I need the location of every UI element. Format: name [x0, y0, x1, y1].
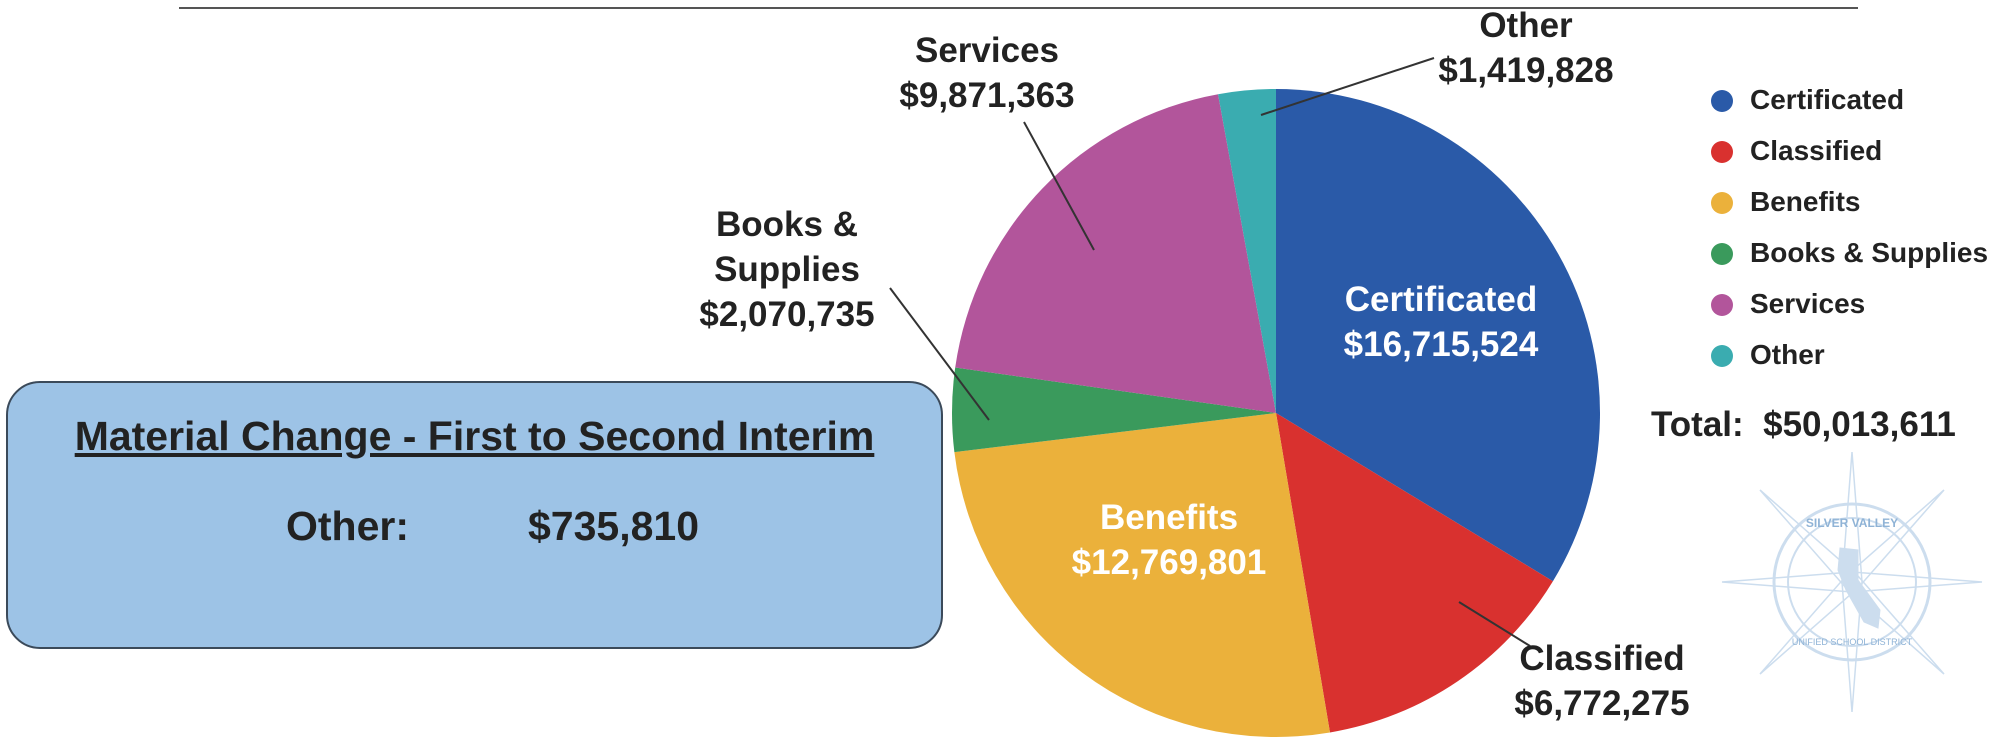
- callout-label: Other:: [286, 503, 409, 549]
- slice-value: $1,419,828: [1438, 51, 1614, 90]
- slice-name: Books & Supplies: [714, 205, 860, 289]
- slice-label: Classified $6,772,275: [1452, 636, 1752, 726]
- legend-label: Other: [1750, 339, 1825, 370]
- pie-slice: [952, 367, 1276, 453]
- legend-label: Services: [1750, 288, 1866, 319]
- slice-name: Certificated: [1344, 280, 1538, 319]
- slice-label: Services $9,871,363: [837, 28, 1137, 118]
- leader-line: [889, 287, 990, 421]
- slice-value: $16,715,524: [1343, 325, 1539, 364]
- legend-swatch: [1711, 243, 1733, 265]
- leader-line: [1260, 57, 1435, 116]
- slice-value: $9,871,363: [899, 76, 1075, 115]
- slice-label: Benefits $12,769,801: [1019, 495, 1319, 585]
- slice-name: Other: [1479, 6, 1573, 45]
- total-label: Total:: [1651, 405, 1744, 444]
- logo-text: UNIFIED SCHOOL DISTRICT: [1792, 637, 1913, 647]
- callout-box: Material Change - First to Second Interi…: [6, 381, 943, 649]
- slice-value: $12,769,801: [1071, 543, 1267, 582]
- legend-label: Certificated: [1750, 84, 1905, 115]
- legend-swatch: [1711, 294, 1733, 316]
- slice-value: $2,070,735: [699, 295, 875, 334]
- pie-slice: [955, 94, 1276, 413]
- callout-value: $735,810: [528, 503, 700, 549]
- pie-slice: [954, 413, 1330, 738]
- leader-line: [1023, 121, 1095, 251]
- pie-slice: [1276, 413, 1553, 733]
- slice-name: Services: [914, 31, 1060, 70]
- legend-label: Classified: [1750, 135, 1883, 166]
- slice-name: Benefits: [1099, 498, 1239, 537]
- callout-title: Material Change - First to Second Interi…: [74, 413, 875, 459]
- slice-label: Books & Supplies $2,070,735: [682, 202, 892, 337]
- legend-swatch: [1711, 90, 1733, 112]
- slice-label: Other $1,419,828: [1376, 3, 1676, 93]
- legend-label: Books & Supplies: [1750, 237, 1989, 268]
- total-value: $50,013,611: [1763, 405, 1956, 444]
- logo: [1721, 451, 1983, 713]
- legend-swatch: [1711, 141, 1733, 163]
- slice-name: Classified: [1519, 639, 1685, 678]
- total: Total: $50,013,611: [1651, 405, 1956, 445]
- legend-swatch: [1711, 192, 1733, 214]
- legend-swatch: [1711, 345, 1733, 367]
- slice-value: $6,772,275: [1514, 684, 1690, 723]
- pie-slice: [1218, 89, 1276, 413]
- slice-label: Certificated $16,715,524: [1291, 277, 1591, 367]
- pie-slice: [1276, 89, 1600, 582]
- logo-text: SILVER VALLEY: [1806, 516, 1898, 530]
- legend-label: Benefits: [1750, 186, 1861, 217]
- leader-line: [1458, 601, 1531, 647]
